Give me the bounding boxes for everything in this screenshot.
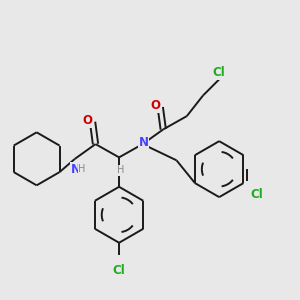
Text: H: H: [117, 165, 124, 175]
Text: Cl: Cl: [212, 66, 225, 80]
Text: O: O: [82, 114, 92, 127]
Text: N: N: [139, 136, 148, 149]
Text: N: N: [71, 163, 81, 176]
Text: Cl: Cl: [113, 264, 125, 277]
Text: H: H: [78, 164, 86, 174]
Text: O: O: [150, 99, 160, 112]
Text: Cl: Cl: [250, 188, 263, 201]
